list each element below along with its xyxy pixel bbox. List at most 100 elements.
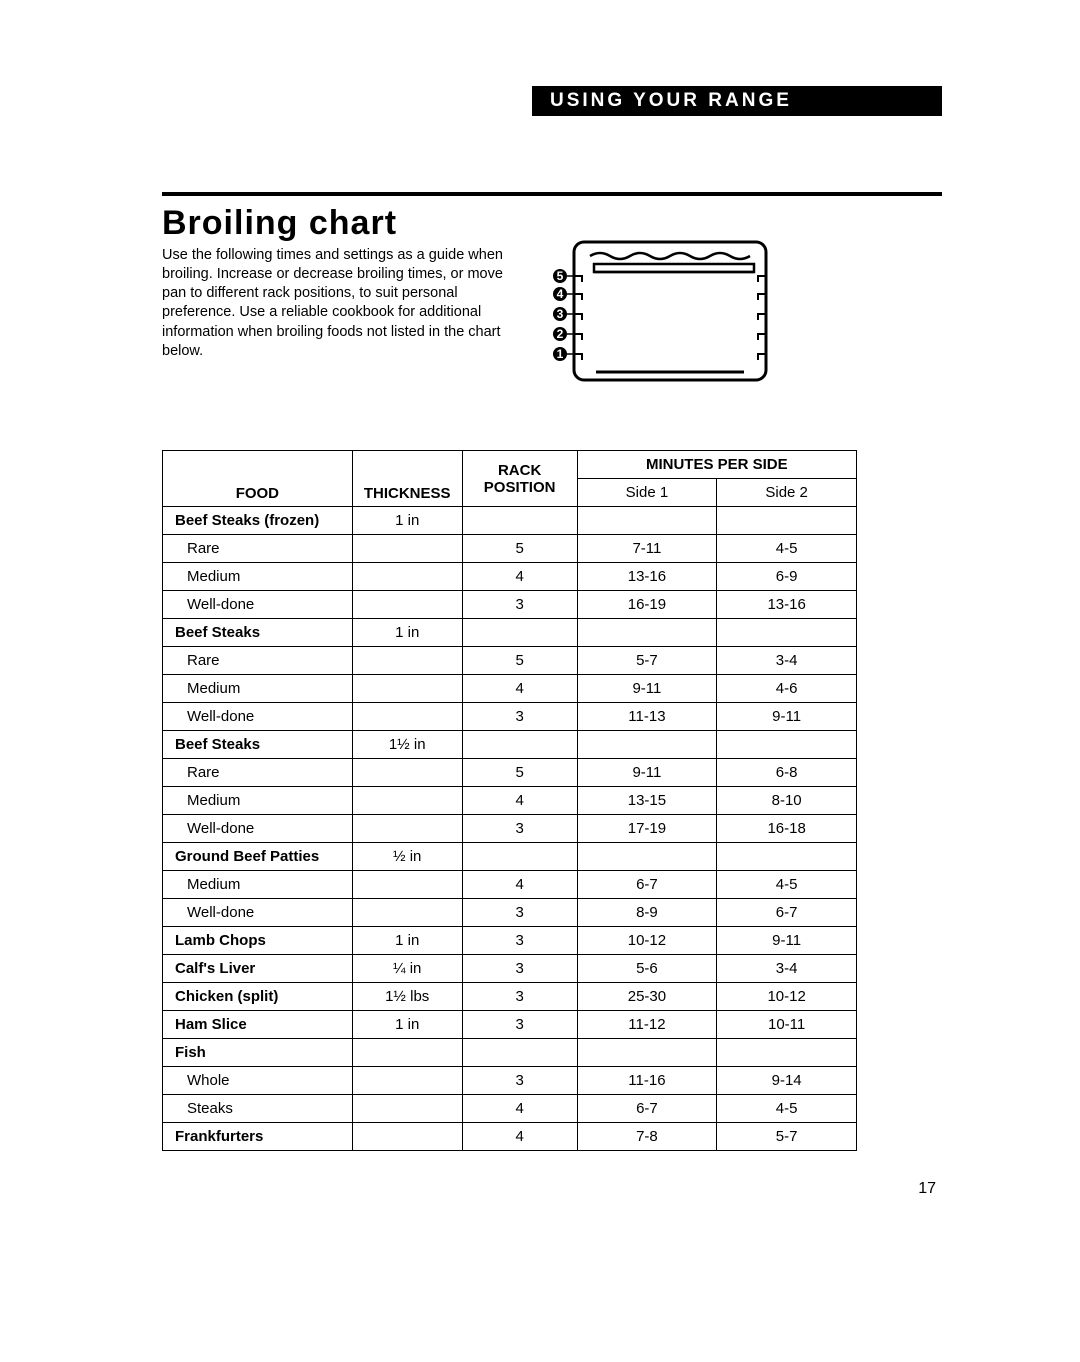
cell-rack: 4 xyxy=(462,1123,577,1151)
col-header-thickness: THICKNESS xyxy=(352,451,462,507)
cell-thickness: ½ in xyxy=(352,843,462,871)
cell-thickness: 1 in xyxy=(352,1011,462,1039)
cell-side1: 11-13 xyxy=(577,703,717,731)
section-header: USING YOUR RANGE xyxy=(532,86,942,116)
cell-side1 xyxy=(577,619,717,647)
cell-rack: 3 xyxy=(462,983,577,1011)
cell-rack xyxy=(462,507,577,535)
rack-label-3: 3 xyxy=(557,307,564,321)
cell-side1 xyxy=(577,507,717,535)
cell-side2: 4-5 xyxy=(717,871,857,899)
table-row: Rare57-114-5 xyxy=(163,535,857,563)
cell-thickness: ¼ in xyxy=(352,955,462,983)
cell-side2: 9-11 xyxy=(717,927,857,955)
cell-side2: 16-18 xyxy=(717,815,857,843)
cell-side1: 25-30 xyxy=(577,983,717,1011)
cell-side1: 7-8 xyxy=(577,1123,717,1151)
cell-rack xyxy=(462,843,577,871)
cell-food: Well-done xyxy=(163,899,353,927)
cell-rack: 5 xyxy=(462,759,577,787)
table-header-row-1: FOOD THICKNESS RACK POSITION MINUTES PER… xyxy=(163,451,857,479)
cell-food: Beef Steaks xyxy=(163,619,353,647)
cell-side2: 6-9 xyxy=(717,563,857,591)
cell-side2: 10-12 xyxy=(717,983,857,1011)
cell-rack: 4 xyxy=(462,787,577,815)
cell-thickness xyxy=(352,871,462,899)
cell-side2 xyxy=(717,507,857,535)
cell-side2: 9-11 xyxy=(717,703,857,731)
cell-side2: 4-6 xyxy=(717,675,857,703)
cell-thickness: 1½ lbs xyxy=(352,983,462,1011)
cell-rack xyxy=(462,731,577,759)
cell-rack xyxy=(462,619,577,647)
cell-side2 xyxy=(717,731,857,759)
cell-side1: 8-9 xyxy=(577,899,717,927)
cell-thickness xyxy=(352,759,462,787)
cell-side1: 11-16 xyxy=(577,1067,717,1095)
cell-rack: 4 xyxy=(462,1095,577,1123)
col-header-food: FOOD xyxy=(163,451,353,507)
cell-side1: 11-12 xyxy=(577,1011,717,1039)
cell-side1: 5-6 xyxy=(577,955,717,983)
cell-food: Whole xyxy=(163,1067,353,1095)
cell-rack: 4 xyxy=(462,871,577,899)
rack-label-4: 4 xyxy=(557,287,564,301)
cell-side1 xyxy=(577,843,717,871)
table-row: Well-done38-96-7 xyxy=(163,899,857,927)
rack-label-2: 2 xyxy=(557,327,564,341)
cell-side1: 9-11 xyxy=(577,675,717,703)
cell-side2: 9-14 xyxy=(717,1067,857,1095)
rack-label-5: 5 xyxy=(557,269,564,283)
cell-side2: 3-4 xyxy=(717,955,857,983)
oven-rack-diagram: 5 4 3 2 1 xyxy=(552,240,768,382)
cell-thickness xyxy=(352,899,462,927)
cell-rack: 5 xyxy=(462,535,577,563)
col-header-minutes: MINUTES PER SIDE xyxy=(577,451,856,479)
cell-side1: 16-19 xyxy=(577,591,717,619)
cell-side2 xyxy=(717,1039,857,1067)
cell-side1: 9-11 xyxy=(577,759,717,787)
cell-thickness xyxy=(352,535,462,563)
cell-food: Steaks xyxy=(163,1095,353,1123)
cell-thickness xyxy=(352,1039,462,1067)
cell-thickness: 1 in xyxy=(352,507,462,535)
table-row: Ham Slice1 in311-1210-11 xyxy=(163,1011,857,1039)
cell-food: Fish xyxy=(163,1039,353,1067)
cell-side1: 6-7 xyxy=(577,1095,717,1123)
cell-thickness xyxy=(352,703,462,731)
cell-thickness xyxy=(352,1067,462,1095)
cell-side1 xyxy=(577,1039,717,1067)
cell-thickness xyxy=(352,787,462,815)
cell-side2: 4-5 xyxy=(717,535,857,563)
cell-food: Calf's Liver xyxy=(163,955,353,983)
horizontal-rule xyxy=(162,192,942,196)
cell-side2: 6-7 xyxy=(717,899,857,927)
cell-thickness xyxy=(352,815,462,843)
cell-food: Chicken (split) xyxy=(163,983,353,1011)
cell-thickness xyxy=(352,1095,462,1123)
table-row: Rare55-73-4 xyxy=(163,647,857,675)
intro-paragraph: Use the following times and settings as … xyxy=(162,246,522,361)
cell-food: Well-done xyxy=(163,815,353,843)
broiling-table: FOOD THICKNESS RACK POSITION MINUTES PER… xyxy=(162,450,857,1151)
cell-side1: 13-15 xyxy=(577,787,717,815)
cell-rack: 3 xyxy=(462,927,577,955)
cell-rack: 3 xyxy=(462,1067,577,1095)
cell-side2 xyxy=(717,843,857,871)
cell-food: Well-done xyxy=(163,591,353,619)
table-row: Rare59-116-8 xyxy=(163,759,857,787)
cell-food: Rare xyxy=(163,535,353,563)
cell-side2: 13-16 xyxy=(717,591,857,619)
cell-thickness: 1 in xyxy=(352,927,462,955)
cell-side2: 3-4 xyxy=(717,647,857,675)
cell-food: Lamb Chops xyxy=(163,927,353,955)
table-row: Well-done317-1916-18 xyxy=(163,815,857,843)
cell-side1 xyxy=(577,731,717,759)
cell-thickness: 1 in xyxy=(352,619,462,647)
table-row: Well-done311-139-11 xyxy=(163,703,857,731)
cell-thickness xyxy=(352,591,462,619)
cell-rack: 3 xyxy=(462,815,577,843)
section-header-text: USING YOUR RANGE xyxy=(550,90,792,112)
cell-rack: 3 xyxy=(462,703,577,731)
cell-side2: 4-5 xyxy=(717,1095,857,1123)
